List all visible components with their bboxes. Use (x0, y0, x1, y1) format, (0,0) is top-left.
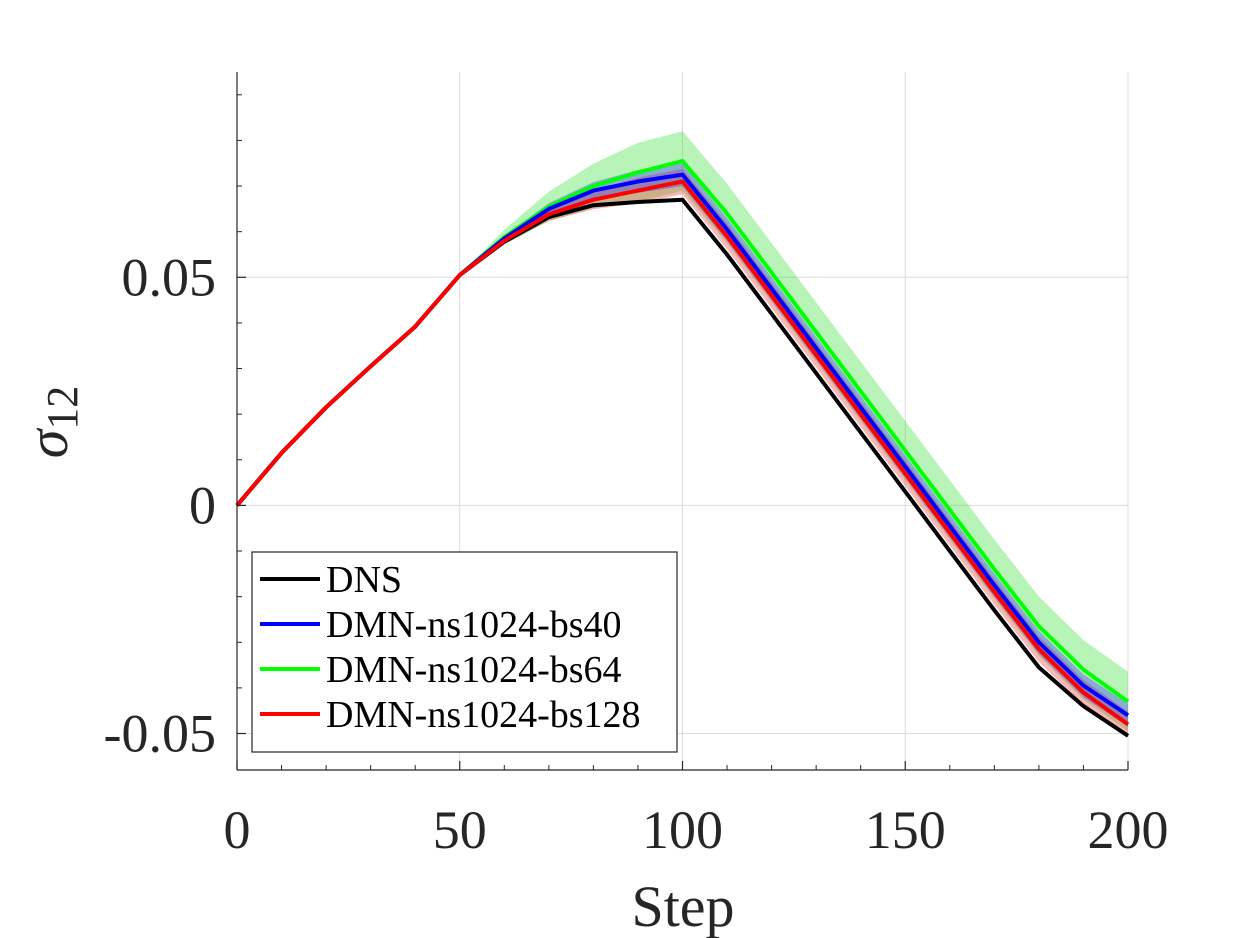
series-line-3 (235, 179, 1130, 727)
legend-label: DNS (326, 559, 402, 601)
x-tick-label: 50 (433, 800, 487, 860)
x-axis-title: Step (631, 874, 734, 938)
x-tick-label: 200 (1088, 800, 1169, 860)
legend-label: DMN-ns1024-bs40 (326, 604, 622, 646)
y-tick-label: 0 (189, 475, 216, 535)
x-tick-label: 150 (865, 800, 946, 860)
x-tick-label: 0 (224, 800, 251, 860)
series-lines (235, 159, 1130, 738)
y-tick-label: 0.05 (122, 247, 217, 307)
ticks (236, 94, 1129, 770)
x-tick-label: 100 (642, 800, 723, 860)
y-axis-title: σ12 (15, 386, 87, 459)
legend: DNSDMN-ns1024-bs40DMN-ns1024-bs64DMN-ns1… (251, 551, 678, 753)
legend-label: DMN-ns1024-bs128 (326, 694, 641, 736)
legend-label: DMN-ns1024-bs64 (326, 649, 622, 691)
legend-box (251, 551, 678, 753)
y-tick-label: -0.05 (104, 704, 216, 764)
